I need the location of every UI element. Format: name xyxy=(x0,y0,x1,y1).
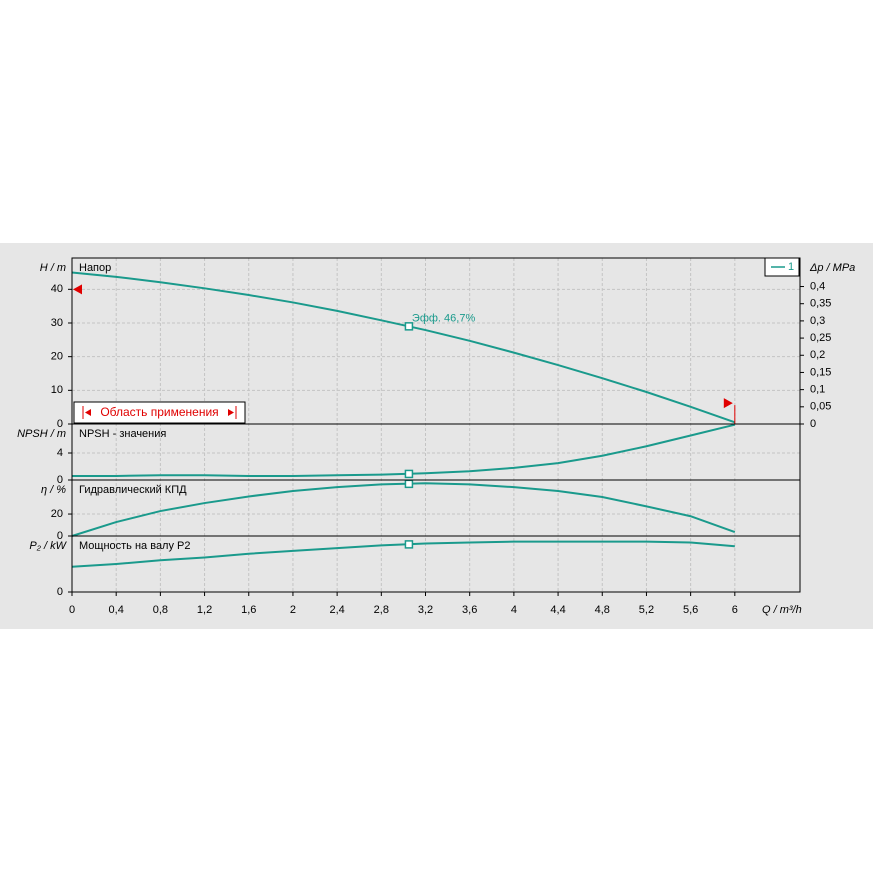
y-tick-label: 40 xyxy=(51,283,63,295)
y-tick-label: 4 xyxy=(57,447,63,459)
y2-tick-label: 0,35 xyxy=(810,298,831,310)
y2-axis-label: Δp / MPa xyxy=(809,262,855,274)
series-line xyxy=(72,423,736,477)
x-tick-label: 1,2 xyxy=(197,604,212,616)
y-axis-label: η / % xyxy=(41,484,66,496)
panel-title: Мощность на валу P2 xyxy=(79,540,191,552)
range-label: Область применения xyxy=(100,405,218,419)
plot: 0 0,4 0,8 1,2 1,6 2 2,4 2,8 3,2 3,6 4 4,4 4,8 5,2 5,6 6… xyxy=(17,257,855,616)
x-tick-label: 2 xyxy=(290,604,296,616)
operating-point xyxy=(404,469,414,479)
x-tick-label: 5,6 xyxy=(683,604,698,616)
panel-title: NPSH - значения xyxy=(79,428,166,440)
x-tick-label: 4 xyxy=(511,604,517,616)
x-tick-label: 0,4 xyxy=(109,604,124,616)
x-tick-label: 3,6 xyxy=(462,604,477,616)
operating-point xyxy=(404,322,414,331)
operating-point xyxy=(404,479,414,489)
x-tick-label: 2,4 xyxy=(329,604,344,616)
chart-background xyxy=(0,243,873,629)
range-arrow xyxy=(228,409,234,416)
y2-tick-label: 0,1 xyxy=(810,384,825,396)
y2-tick-label: 0,25 xyxy=(810,332,831,344)
x-tick-label: 0,8 xyxy=(153,604,168,616)
x-axis-label: Q / m³/h xyxy=(762,604,802,616)
x-tick-label: 1,6 xyxy=(241,604,256,616)
x-tick-label: 6 xyxy=(732,604,738,616)
range-box xyxy=(73,401,246,424)
y-tick-label: 20 xyxy=(51,351,63,363)
x-tick-label: 4,8 xyxy=(595,604,610,616)
y2-tick-label: 0,05 xyxy=(810,401,831,413)
y-axis-label: P₂ / kW xyxy=(29,540,67,552)
x-tick-label: 5,2 xyxy=(639,604,654,616)
y2-tick-label: 0,4 xyxy=(810,280,825,292)
y2-tick-label: 0,3 xyxy=(810,315,825,327)
panel-title: Гидравлический КПД xyxy=(79,484,187,496)
range-arrow xyxy=(85,409,91,416)
y-tick-label: 20 xyxy=(51,508,63,520)
series-line xyxy=(71,540,735,568)
y2-tick-label: 0,15 xyxy=(810,366,831,378)
annotation: Эфф. 46,7% xyxy=(412,312,476,324)
series-line xyxy=(71,271,736,424)
y-tick-label: 0 xyxy=(57,474,63,486)
y2-tick-label: 0,2 xyxy=(810,349,825,361)
y-tick-label: 0 xyxy=(57,530,63,542)
y-axis-label: NPSH / m xyxy=(17,428,66,440)
panel-title: Напор xyxy=(79,262,111,274)
y-tick-label: 30 xyxy=(51,317,63,329)
x-tick-label: 0 xyxy=(69,604,75,616)
y-tick-label: 0 xyxy=(57,418,63,430)
x-tick-label: 4,4 xyxy=(550,604,565,616)
y-axis-label: H / m xyxy=(40,262,66,274)
range-marker xyxy=(73,284,82,295)
y2-tick-label: 0 xyxy=(810,418,816,430)
y-tick-label: 10 xyxy=(51,384,63,396)
range-marker xyxy=(723,398,733,409)
x-tick-label: 3,2 xyxy=(418,604,433,616)
y-tick-label: 0 xyxy=(57,586,63,598)
x-tick-label: 2,8 xyxy=(374,604,389,616)
series-line xyxy=(71,482,736,537)
legend-label: 1 xyxy=(788,261,794,273)
plot-frame xyxy=(71,257,801,593)
operating-point xyxy=(404,540,414,549)
